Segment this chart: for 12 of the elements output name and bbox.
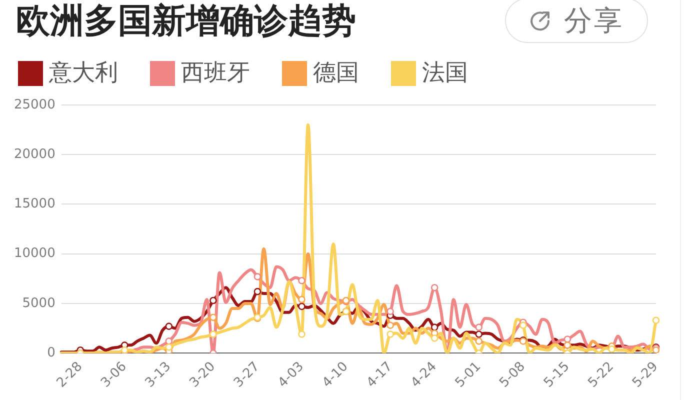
legend-label: 西班牙 xyxy=(181,60,250,86)
y-tick-label: 25000 xyxy=(14,97,56,112)
legend-label: 德国 xyxy=(313,60,359,86)
chart-title: 欧洲多国新增确诊趋势 xyxy=(16,0,356,42)
legend-label: 意大利 xyxy=(49,60,118,86)
y-tick-label: 10000 xyxy=(14,246,56,262)
legend-label: 法国 xyxy=(422,60,468,86)
y-tick-label: 20000 xyxy=(14,146,56,162)
text: 分享 xyxy=(564,4,624,36)
y-tick-label: 5000 xyxy=(22,296,56,311)
y-tick-label: 15000 xyxy=(14,196,56,212)
y-tick-label: 0 xyxy=(47,345,56,360)
